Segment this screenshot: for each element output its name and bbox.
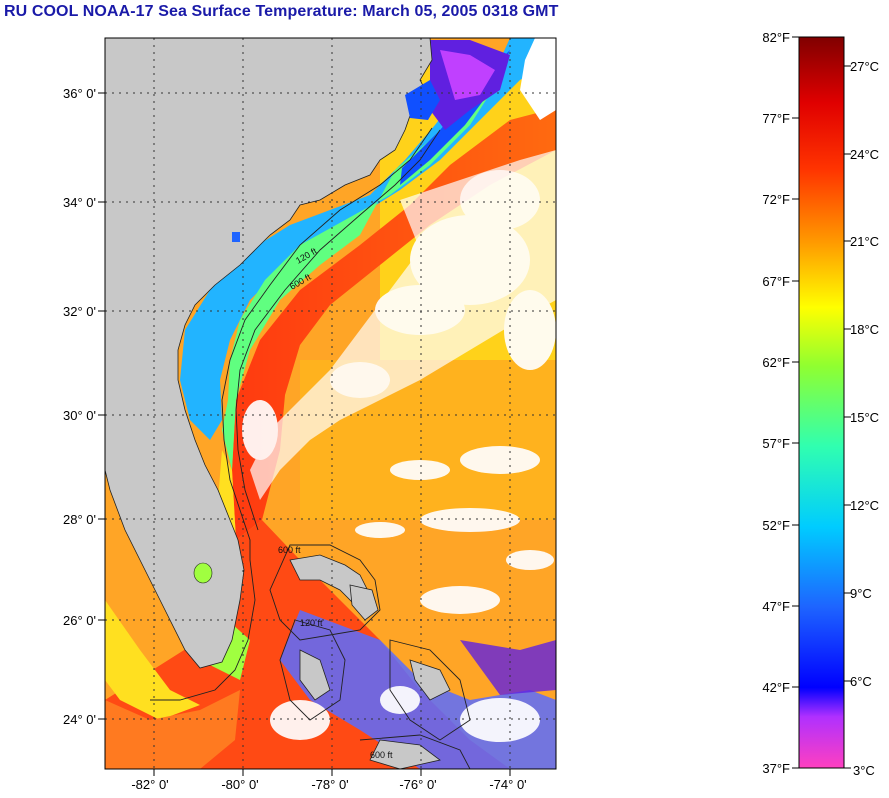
colorbar-c-label: 21°C [850, 234, 879, 249]
colorbar-f-label: 67°F [762, 274, 790, 289]
lat-label: 26° 0' [63, 613, 96, 628]
colorbar-c-label: 12°C [850, 498, 879, 513]
lon-label: -80° 0' [221, 777, 258, 792]
lat-label: 36° 0' [63, 86, 96, 101]
land-mass [105, 38, 433, 669]
colorbar-c-label: 6°C [850, 674, 872, 689]
colorbar-f-label: 52°F [762, 518, 790, 533]
isobath-label: 600 ft [370, 750, 393, 760]
lat-label: 28° 0' [63, 512, 96, 527]
lon-label: -82° 0' [131, 777, 168, 792]
colorbar-f-label: 82°F [762, 30, 790, 45]
map-title: RU COOL NOAA-17 Sea Surface Temperature:… [4, 3, 559, 20]
lat-label: 24° 0' [63, 712, 96, 727]
colorbar: 82°F 77°F 72°F 67°F 62°F 57°F 52°F 47°F … [762, 30, 879, 778]
bahamas-islands [289, 554, 451, 769]
isobath-label: 600 ft [278, 545, 301, 555]
sst-map-panel: 120 ft 600 ft 600 ft 120 ft 600 ft [105, 38, 556, 769]
lon-label: -78° 0' [311, 777, 348, 792]
shelf-water-north [180, 38, 556, 440]
colorbar-c-label: 3°C [853, 763, 875, 778]
cloud-mask [242, 150, 556, 742]
colorbar-f-label: 72°F [762, 192, 790, 207]
lon-label: -76° 0' [399, 777, 436, 792]
lat-label: 34° 0' [63, 195, 96, 210]
colorbar-gradient [798, 36, 845, 769]
lat-label: 32° 0' [63, 304, 96, 319]
isobath-label: 120 ft [300, 618, 323, 628]
colorbar-c-label: 27°C [850, 59, 879, 74]
colorbar-f-label: 47°F [762, 599, 790, 614]
lat-label: 30° 0' [63, 408, 96, 423]
colorbar-f-label: 37°F [762, 761, 790, 776]
colorbar-f-label: 42°F [762, 680, 790, 695]
gulf-stream [232, 108, 556, 540]
colorbar-f-label: 77°F [762, 111, 790, 126]
colorbar-f-label: 57°F [762, 436, 790, 451]
colorbar-c-label: 18°C [850, 322, 879, 337]
graticule [105, 38, 556, 769]
colorbar-c-label: 24°C [850, 147, 879, 162]
lake-okeechobee [193, 562, 213, 584]
map-frame [104, 37, 557, 770]
colorbar-c-label: 15°C [850, 410, 879, 425]
isobath-contours [150, 127, 471, 769]
colorbar-f-label: 62°F [762, 355, 790, 370]
colorbar-c-label: 9°C [850, 586, 872, 601]
lon-label: -74° 0' [489, 777, 526, 792]
